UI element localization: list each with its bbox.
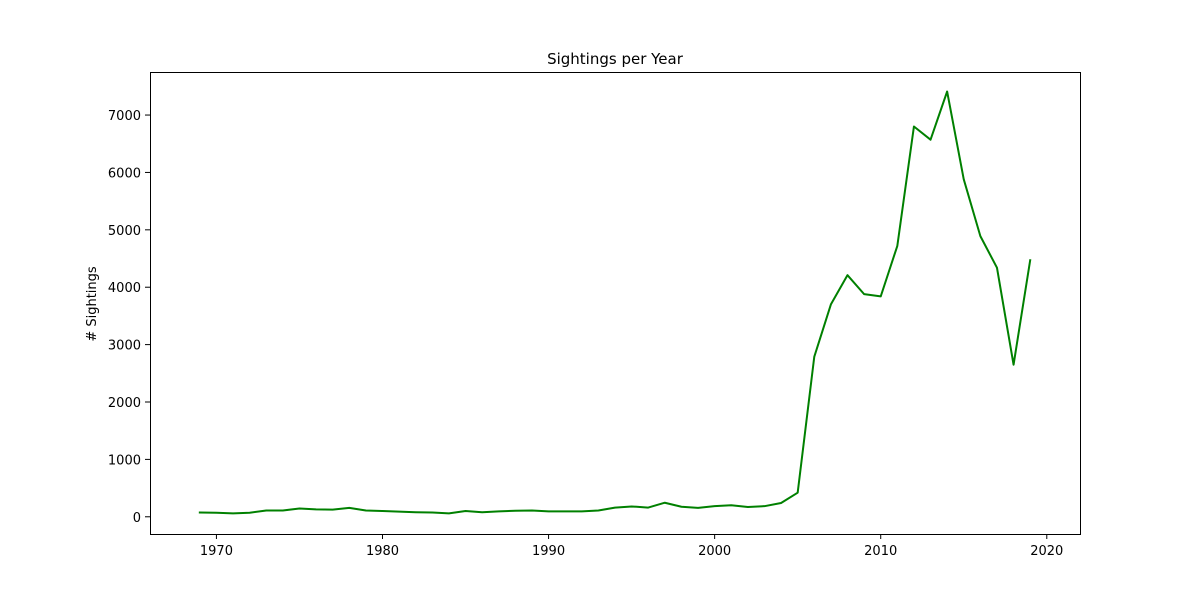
x-tick-label: 2000 <box>698 544 731 559</box>
plot-frame <box>150 72 1081 535</box>
y-axis-label: # Sightings <box>85 266 100 342</box>
x-tick-label: 1990 <box>532 544 565 559</box>
y-tick-label: 7000 <box>108 109 141 124</box>
y-tick-label: 5000 <box>108 224 141 239</box>
series-layer <box>198 90 1032 515</box>
x-tick-label: 2010 <box>864 544 897 559</box>
axes: 1970 1980 1990 2000 2010 2020 0 1000 2000 3000 400… <box>108 109 1063 559</box>
y-tick-label: 3000 <box>108 339 141 354</box>
y-tick-label: 4000 <box>108 281 141 296</box>
series-line <box>198 90 1032 515</box>
y-tick-label: 6000 <box>108 166 141 181</box>
y-tick-label: 0 <box>133 511 141 526</box>
x-tick-label: 1970 <box>200 544 233 559</box>
x-tick-label: 1980 <box>366 544 399 559</box>
y-tick-label: 2000 <box>108 396 141 411</box>
y-tick-label: 1000 <box>108 453 141 468</box>
chart-title: Sightings per Year <box>547 50 684 68</box>
x-tick-label: 2020 <box>1030 544 1063 559</box>
